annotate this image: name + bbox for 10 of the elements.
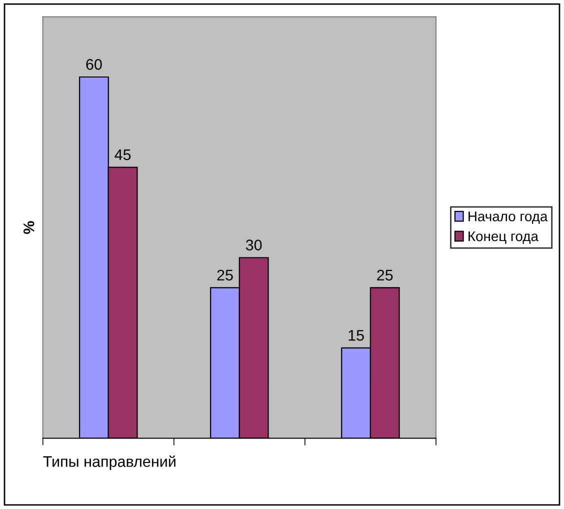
- legend-label: Начало года: [468, 212, 548, 224]
- data-label: 45: [114, 149, 131, 160]
- data-label: 25: [377, 270, 393, 281]
- data-label: 30: [246, 240, 262, 250]
- data-label: 25: [217, 270, 233, 281]
- legend-label: Конец года: [468, 232, 538, 244]
- data-label: 15: [348, 330, 364, 341]
- data-label: 60: [86, 59, 102, 70]
- y-axis-title: %: [24, 221, 34, 234]
- x-axis-title: Типы направлений: [43, 455, 176, 470]
